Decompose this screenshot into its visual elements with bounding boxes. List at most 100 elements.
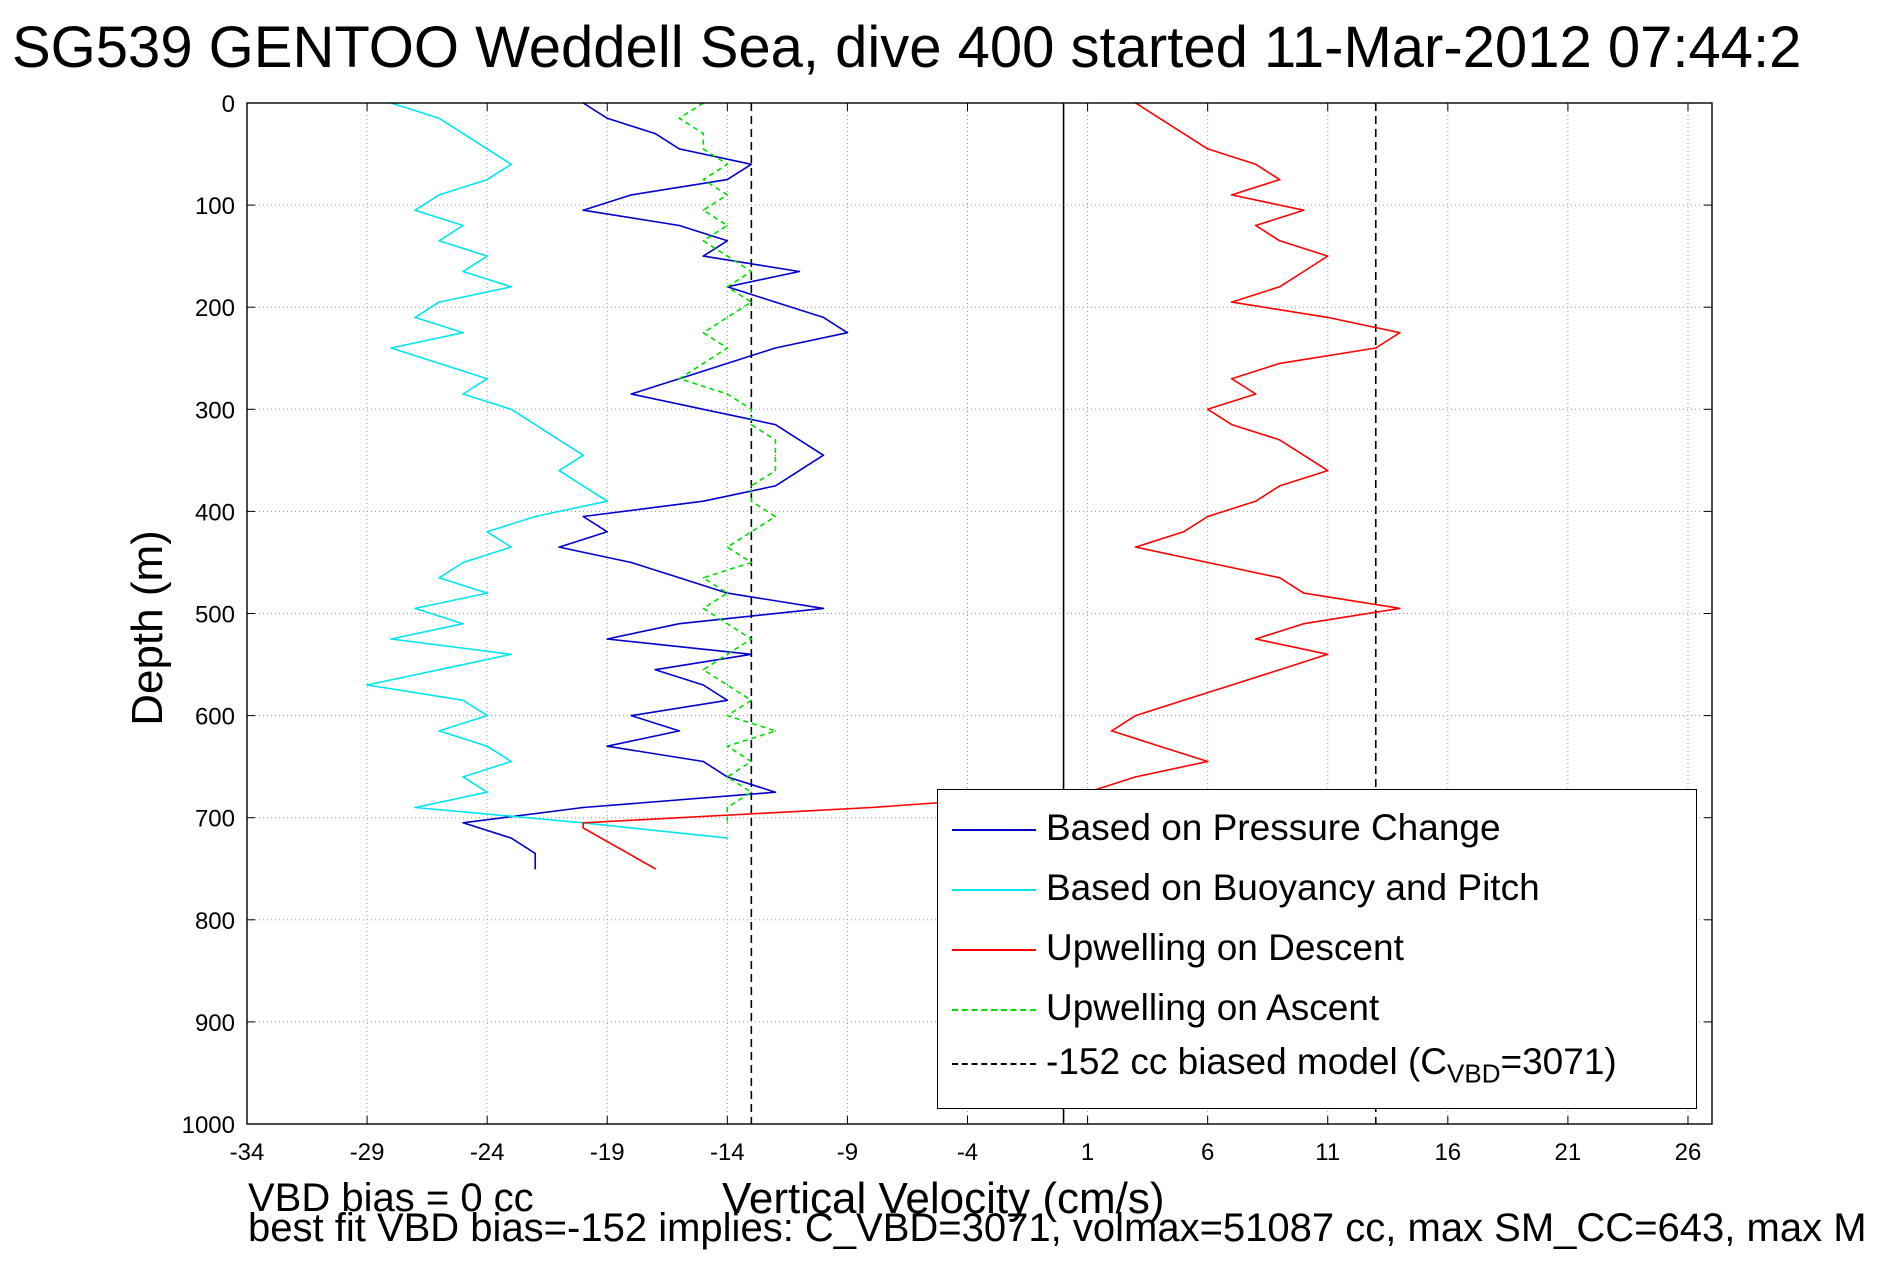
data-point-upwelling-on-descent [1398, 331, 1401, 334]
data-point-based-on-buoyancy-and-pitch [390, 347, 392, 349]
data-point-based-on-buoyancy-and-pitch [486, 255, 488, 257]
series-lines [366, 102, 1401, 870]
data-point-based-on-pressure-change [630, 714, 633, 717]
data-point-upwelling-on-descent [1278, 240, 1281, 242]
data-point-upwelling-on-descent [1326, 469, 1329, 472]
data-point-upwelling-on-descent [1182, 132, 1185, 135]
data-point-based-on-pressure-change [774, 347, 777, 349]
data-point-based-on-buoyancy-and-pitch [438, 240, 440, 242]
x-tick-label: 1 [1081, 1139, 1094, 1166]
legend-item-buoyancy: Based on Buoyancy and Pitch [938, 862, 1696, 918]
data-point-based-on-buoyancy-and-pitch [510, 653, 512, 656]
y-tick-label: 0 [222, 91, 235, 118]
data-point-based-on-buoyancy-and-pitch [510, 760, 512, 763]
data-point-based-on-pressure-change [462, 822, 464, 824]
y-tick-label: 800 [195, 908, 235, 935]
data-point-based-on-buoyancy-and-pitch [414, 806, 416, 809]
data-point-based-on-buoyancy-and-pitch [438, 362, 440, 365]
data-point-upwelling-on-descent [1278, 485, 1281, 487]
data-point-upwelling-on-descent [582, 827, 585, 829]
data-point-upwelling-on-descent [1134, 714, 1137, 717]
data-point-based-on-buoyancy-and-pitch [414, 209, 416, 212]
data-point-based-on-buoyancy-and-pitch [462, 776, 464, 778]
data-point-upwelling-on-descent [1326, 316, 1329, 319]
data-point-upwelling-on-ascent [750, 791, 753, 793]
data-point-upwelling-on-descent [1326, 255, 1329, 257]
data-point-upwelling-on-descent [1302, 270, 1305, 273]
y-tick-label: 900 [195, 1010, 235, 1037]
data-point-based-on-buoyancy-and-pitch [726, 837, 729, 839]
data-point-upwelling-on-ascent [702, 607, 705, 610]
data-point-based-on-buoyancy-and-pitch [390, 638, 392, 640]
data-point-based-on-buoyancy-and-pitch [510, 408, 512, 411]
data-point-upwelling-on-ascent [750, 561, 753, 564]
data-point-upwelling-on-descent [582, 822, 585, 824]
data-point-upwelling-on-ascent [750, 638, 753, 640]
data-point-based-on-buoyancy-and-pitch [462, 393, 464, 395]
data-point-based-on-buoyancy-and-pitch [534, 515, 536, 518]
data-point-based-on-pressure-change [774, 423, 777, 426]
data-point-based-on-pressure-change [654, 668, 657, 671]
data-point-based-on-buoyancy-and-pitch [510, 546, 512, 548]
data-point-based-on-buoyancy-and-pitch [486, 791, 488, 793]
data-point-based-on-buoyancy-and-pitch [486, 377, 488, 380]
data-point-upwelling-on-descent [1278, 362, 1281, 365]
data-point-upwelling-on-descent [1206, 515, 1209, 518]
data-point-upwelling-on-ascent [726, 285, 729, 288]
data-point-upwelling-on-descent [1278, 178, 1281, 181]
data-point-based-on-buoyancy-and-pitch [366, 684, 368, 686]
data-point-upwelling-on-ascent [726, 546, 729, 548]
y-tick-label: 200 [195, 295, 235, 322]
series-line-upwelling-on-descent [582, 102, 1401, 870]
data-point-upwelling-on-ascent [726, 255, 729, 257]
data-point-upwelling-on-descent [1278, 668, 1281, 671]
legend-label-model-suffix: =3071) [1500, 1041, 1617, 1082]
data-point-based-on-buoyancy-and-pitch [438, 194, 440, 196]
x-tick-label: -19 [590, 1139, 625, 1166]
data-point-based-on-pressure-change [606, 745, 609, 748]
data-point-upwelling-on-ascent [726, 163, 729, 166]
data-point-upwelling-on-ascent [726, 224, 729, 227]
data-point-upwelling-on-descent [1134, 776, 1137, 778]
data-point-based-on-pressure-change [726, 362, 729, 365]
data-point-upwelling-on-ascent [774, 439, 777, 441]
data-point-based-on-pressure-change [582, 209, 585, 212]
data-point-based-on-pressure-change [630, 393, 633, 395]
y-tick-label: 500 [195, 602, 235, 629]
x-tick-label: -29 [350, 1139, 385, 1166]
data-point-based-on-buoyancy-and-pitch [462, 132, 464, 135]
y-tick-label: 100 [195, 193, 235, 220]
legend-item-descent: Upwelling on Descent [938, 922, 1696, 978]
data-point-based-on-buoyancy-and-pitch [558, 439, 561, 441]
data-point-based-on-pressure-change [606, 117, 609, 120]
x-tick-label: -34 [230, 1139, 265, 1166]
data-point-upwelling-on-descent [1398, 607, 1401, 610]
data-point-upwelling-on-descent [1134, 546, 1137, 548]
data-point-based-on-buoyancy-and-pitch [534, 423, 536, 426]
data-point-upwelling-on-ascent [750, 423, 753, 426]
data-point-based-on-pressure-change [774, 485, 777, 487]
data-point-upwelling-on-descent [1206, 148, 1209, 150]
data-point-upwelling-on-descent [1326, 653, 1329, 656]
data-point-upwelling-on-descent [1278, 439, 1281, 441]
data-point-upwelling-on-descent [1374, 347, 1377, 349]
data-point-based-on-pressure-change [798, 270, 801, 273]
data-point-upwelling-on-ascent [702, 209, 705, 212]
data-point-upwelling-on-ascent [726, 806, 729, 809]
legend-item-model: -152 cc biased model (CVBD=3071) [938, 1036, 1696, 1092]
data-point-based-on-pressure-change [774, 301, 777, 303]
data-point-upwelling-on-ascent [774, 454, 777, 457]
data-point-based-on-pressure-change [678, 148, 681, 150]
legend-label-descent: Upwelling on Descent [1046, 927, 1404, 968]
data-point-upwelling-on-ascent [726, 592, 729, 594]
data-point-based-on-pressure-change [582, 806, 585, 809]
data-point-based-on-buoyancy-and-pitch [438, 301, 440, 303]
legend-label-model-prefix: -152 cc biased model (C [1046, 1041, 1448, 1082]
data-point-upwelling-on-ascent [750, 699, 753, 702]
footer-line-1: VBD bias = 0 cc [248, 1176, 534, 1220]
legend-swatch-buoyancy [952, 889, 1036, 891]
data-point-based-on-buoyancy-and-pitch [582, 454, 585, 457]
data-point-upwelling-on-descent [1254, 163, 1257, 166]
legend-label-buoyancy: Based on Buoyancy and Pitch [1046, 867, 1540, 908]
data-point-based-on-buoyancy-and-pitch [462, 270, 464, 273]
